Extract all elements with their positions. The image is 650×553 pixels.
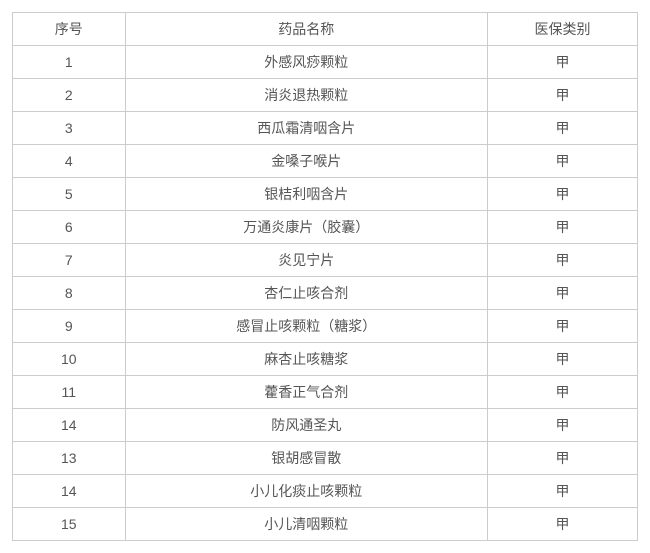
cell-category: 甲 bbox=[488, 244, 638, 277]
cell-name: 西瓜霜清咽含片 bbox=[125, 112, 488, 145]
table-row: 9 感冒止咳颗粒（糖浆） 甲 bbox=[13, 310, 638, 343]
cell-category: 甲 bbox=[488, 46, 638, 79]
header-index: 序号 bbox=[13, 13, 126, 46]
cell-index: 13 bbox=[13, 442, 126, 475]
cell-name: 麻杏止咳糖浆 bbox=[125, 343, 488, 376]
cell-category: 甲 bbox=[488, 409, 638, 442]
cell-index: 11 bbox=[13, 376, 126, 409]
cell-index: 15 bbox=[13, 508, 126, 541]
cell-category: 甲 bbox=[488, 442, 638, 475]
table-row: 4 金嗓子喉片 甲 bbox=[13, 145, 638, 178]
cell-index: 1 bbox=[13, 46, 126, 79]
cell-name: 防风通圣丸 bbox=[125, 409, 488, 442]
cell-name: 小儿化痰止咳颗粒 bbox=[125, 475, 488, 508]
cell-index: 5 bbox=[13, 178, 126, 211]
cell-category: 甲 bbox=[488, 178, 638, 211]
cell-name: 炎见宁片 bbox=[125, 244, 488, 277]
cell-category: 甲 bbox=[488, 376, 638, 409]
cell-category: 甲 bbox=[488, 475, 638, 508]
cell-name: 外感风痧颗粒 bbox=[125, 46, 488, 79]
cell-category: 甲 bbox=[488, 112, 638, 145]
cell-index: 3 bbox=[13, 112, 126, 145]
table-row: 14 小儿化痰止咳颗粒 甲 bbox=[13, 475, 638, 508]
header-name: 药品名称 bbox=[125, 13, 488, 46]
table-body: 1 外感风痧颗粒 甲 2 消炎退热颗粒 甲 3 西瓜霜清咽含片 甲 4 金嗓子喉… bbox=[13, 46, 638, 541]
cell-index: 2 bbox=[13, 79, 126, 112]
cell-category: 甲 bbox=[488, 145, 638, 178]
cell-name: 银胡感冒散 bbox=[125, 442, 488, 475]
cell-name: 藿香正气合剂 bbox=[125, 376, 488, 409]
cell-name: 感冒止咳颗粒（糖浆） bbox=[125, 310, 488, 343]
header-category: 医保类别 bbox=[488, 13, 638, 46]
cell-name: 杏仁止咳合剂 bbox=[125, 277, 488, 310]
cell-index: 7 bbox=[13, 244, 126, 277]
table-header: 序号 药品名称 医保类别 bbox=[13, 13, 638, 46]
header-row: 序号 药品名称 医保类别 bbox=[13, 13, 638, 46]
cell-index: 10 bbox=[13, 343, 126, 376]
table-row: 7 炎见宁片 甲 bbox=[13, 244, 638, 277]
cell-name: 万通炎康片（胶囊） bbox=[125, 211, 488, 244]
table-row: 3 西瓜霜清咽含片 甲 bbox=[13, 112, 638, 145]
table-row: 14 防风通圣丸 甲 bbox=[13, 409, 638, 442]
cell-category: 甲 bbox=[488, 508, 638, 541]
table-row: 2 消炎退热颗粒 甲 bbox=[13, 79, 638, 112]
cell-name: 消炎退热颗粒 bbox=[125, 79, 488, 112]
table-row: 11 藿香正气合剂 甲 bbox=[13, 376, 638, 409]
cell-category: 甲 bbox=[488, 310, 638, 343]
cell-index: 6 bbox=[13, 211, 126, 244]
cell-name: 小儿清咽颗粒 bbox=[125, 508, 488, 541]
cell-name: 金嗓子喉片 bbox=[125, 145, 488, 178]
cell-name: 银桔利咽含片 bbox=[125, 178, 488, 211]
table-row: 8 杏仁止咳合剂 甲 bbox=[13, 277, 638, 310]
cell-index: 4 bbox=[13, 145, 126, 178]
cell-category: 甲 bbox=[488, 343, 638, 376]
cell-category: 甲 bbox=[488, 211, 638, 244]
cell-category: 甲 bbox=[488, 79, 638, 112]
cell-index: 9 bbox=[13, 310, 126, 343]
table-row: 15 小儿清咽颗粒 甲 bbox=[13, 508, 638, 541]
table-row: 6 万通炎康片（胶囊） 甲 bbox=[13, 211, 638, 244]
cell-index: 14 bbox=[13, 475, 126, 508]
table-row: 10 麻杏止咳糖浆 甲 bbox=[13, 343, 638, 376]
cell-index: 14 bbox=[13, 409, 126, 442]
table-row: 5 银桔利咽含片 甲 bbox=[13, 178, 638, 211]
cell-category: 甲 bbox=[488, 277, 638, 310]
cell-index: 8 bbox=[13, 277, 126, 310]
medicine-table: 序号 药品名称 医保类别 1 外感风痧颗粒 甲 2 消炎退热颗粒 甲 3 西瓜霜… bbox=[12, 12, 638, 541]
table-row: 1 外感风痧颗粒 甲 bbox=[13, 46, 638, 79]
table-row: 13 银胡感冒散 甲 bbox=[13, 442, 638, 475]
